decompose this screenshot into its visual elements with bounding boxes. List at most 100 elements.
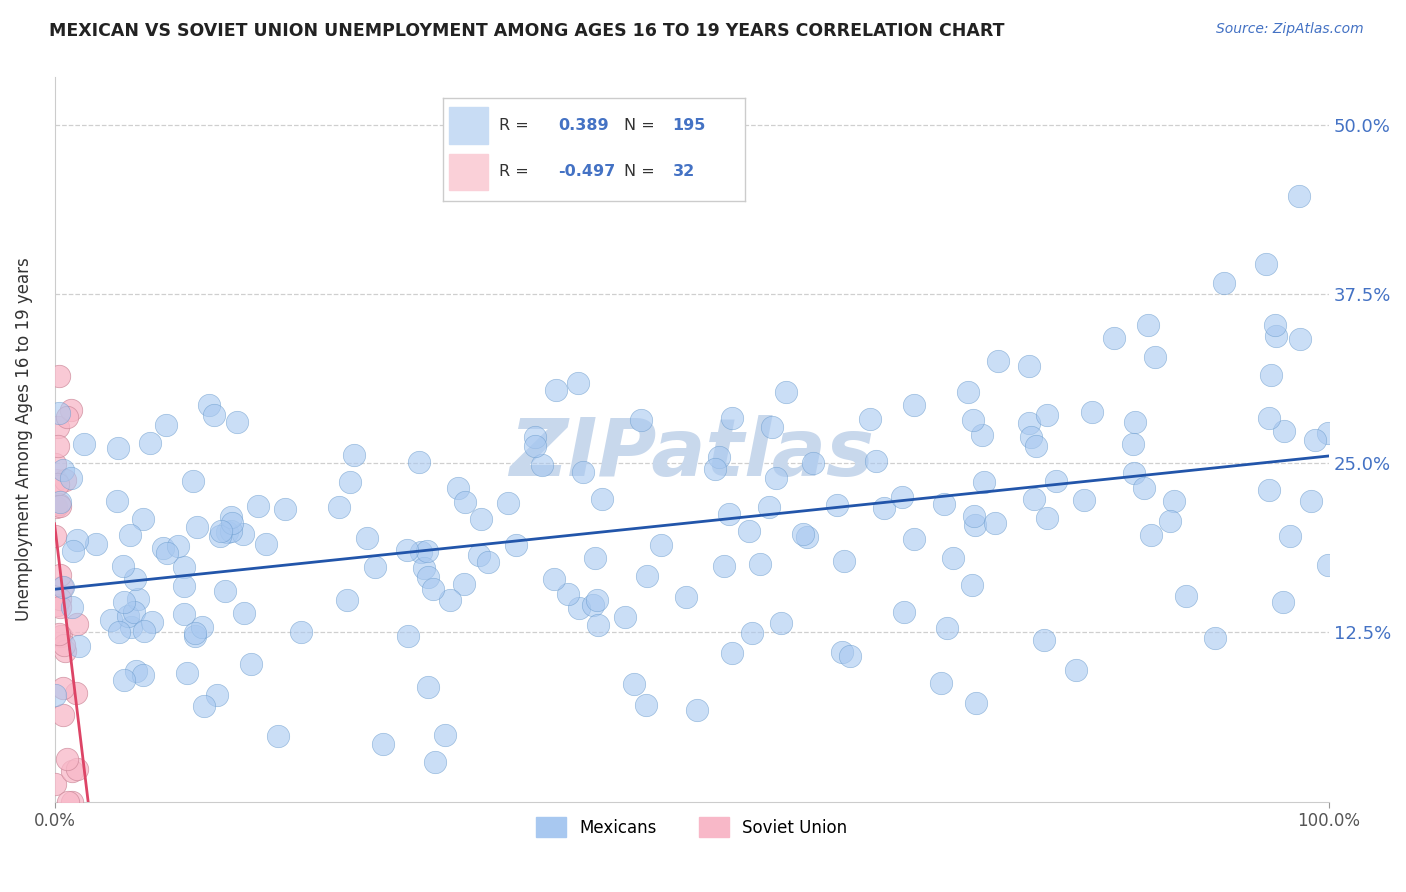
Point (567, 376, 589, 391)
Point (173, 579, 195, 593)
Point (1036, 511, 1059, 525)
Point (530, 458, 553, 473)
Point (453, 577, 475, 591)
Point (209, 529, 232, 543)
Point (983, 516, 1005, 531)
Point (45, 500, 67, 515)
Point (173, 559, 195, 574)
Point (240, 657, 263, 671)
Point (1018, 416, 1040, 430)
Point (273, 502, 295, 516)
Point (1144, 350, 1167, 364)
Point (232, 606, 254, 620)
Point (156, 545, 179, 559)
Point (963, 517, 986, 532)
Point (48, 439, 70, 453)
Point (408, 455, 430, 469)
Point (45, 473, 67, 487)
Point (623, 677, 645, 691)
Point (184, 625, 207, 640)
Point (173, 607, 195, 621)
Point (1163, 493, 1185, 508)
Point (73, 437, 96, 451)
Point (583, 551, 606, 566)
Point (962, 413, 984, 427)
Point (141, 615, 163, 630)
Point (66, 617, 89, 632)
Point (873, 501, 896, 516)
Point (111, 559, 134, 574)
Point (1303, 434, 1326, 448)
Text: N =: N = (624, 164, 655, 179)
Point (49, 499, 72, 513)
Point (775, 385, 797, 400)
Point (801, 456, 824, 470)
Point (765, 470, 787, 484)
Point (720, 411, 742, 425)
Point (1254, 256, 1277, 270)
Point (51, 580, 73, 594)
Point (1260, 368, 1282, 383)
Point (1140, 527, 1163, 541)
Point (339, 475, 361, 489)
Point (48, 497, 70, 511)
Point (416, 570, 439, 584)
Point (468, 548, 491, 562)
Point (191, 620, 214, 634)
Point (1136, 318, 1159, 332)
Point (232, 526, 254, 541)
Point (1264, 318, 1286, 332)
Bar (449, 153, 488, 190)
Point (931, 676, 953, 690)
Point (44, 688, 66, 702)
Point (1122, 466, 1144, 480)
Point (51, 463, 73, 477)
Point (890, 490, 912, 504)
Point (1073, 493, 1095, 508)
Point (219, 524, 242, 538)
Point (127, 591, 149, 606)
Point (51, 580, 73, 594)
Point (523, 439, 546, 453)
Point (505, 538, 527, 552)
Point (1035, 408, 1057, 422)
Point (1272, 595, 1295, 609)
Point (336, 592, 359, 607)
Point (1033, 632, 1056, 647)
Point (586, 593, 609, 607)
Point (219, 509, 242, 524)
Point (53, 473, 76, 487)
Point (630, 412, 652, 426)
Point (1212, 277, 1234, 291)
Point (120, 620, 142, 634)
Text: N =: N = (624, 119, 655, 133)
Point (591, 491, 613, 506)
Point (56, 409, 79, 424)
Point (586, 618, 609, 632)
Point (65, 686, 87, 700)
Point (52, 638, 75, 652)
Point (155, 418, 177, 433)
Point (124, 572, 146, 586)
Point (935, 621, 957, 635)
Point (433, 729, 456, 743)
Point (67, 639, 90, 653)
Point (107, 441, 129, 455)
Point (686, 703, 709, 717)
Point (425, 755, 447, 769)
Point (572, 466, 595, 480)
Point (717, 507, 740, 521)
Text: R =: R = (499, 164, 529, 179)
Point (198, 398, 221, 412)
Point (769, 616, 792, 631)
Point (356, 531, 378, 545)
Point (859, 411, 882, 425)
Point (1279, 528, 1302, 542)
Point (741, 626, 763, 640)
Point (66, 533, 89, 548)
Point (176, 665, 198, 680)
Point (152, 541, 174, 556)
Legend: Mexicans, Soviet Union: Mexicans, Soviet Union (530, 810, 853, 844)
Point (960, 578, 983, 592)
Point (1018, 359, 1040, 373)
